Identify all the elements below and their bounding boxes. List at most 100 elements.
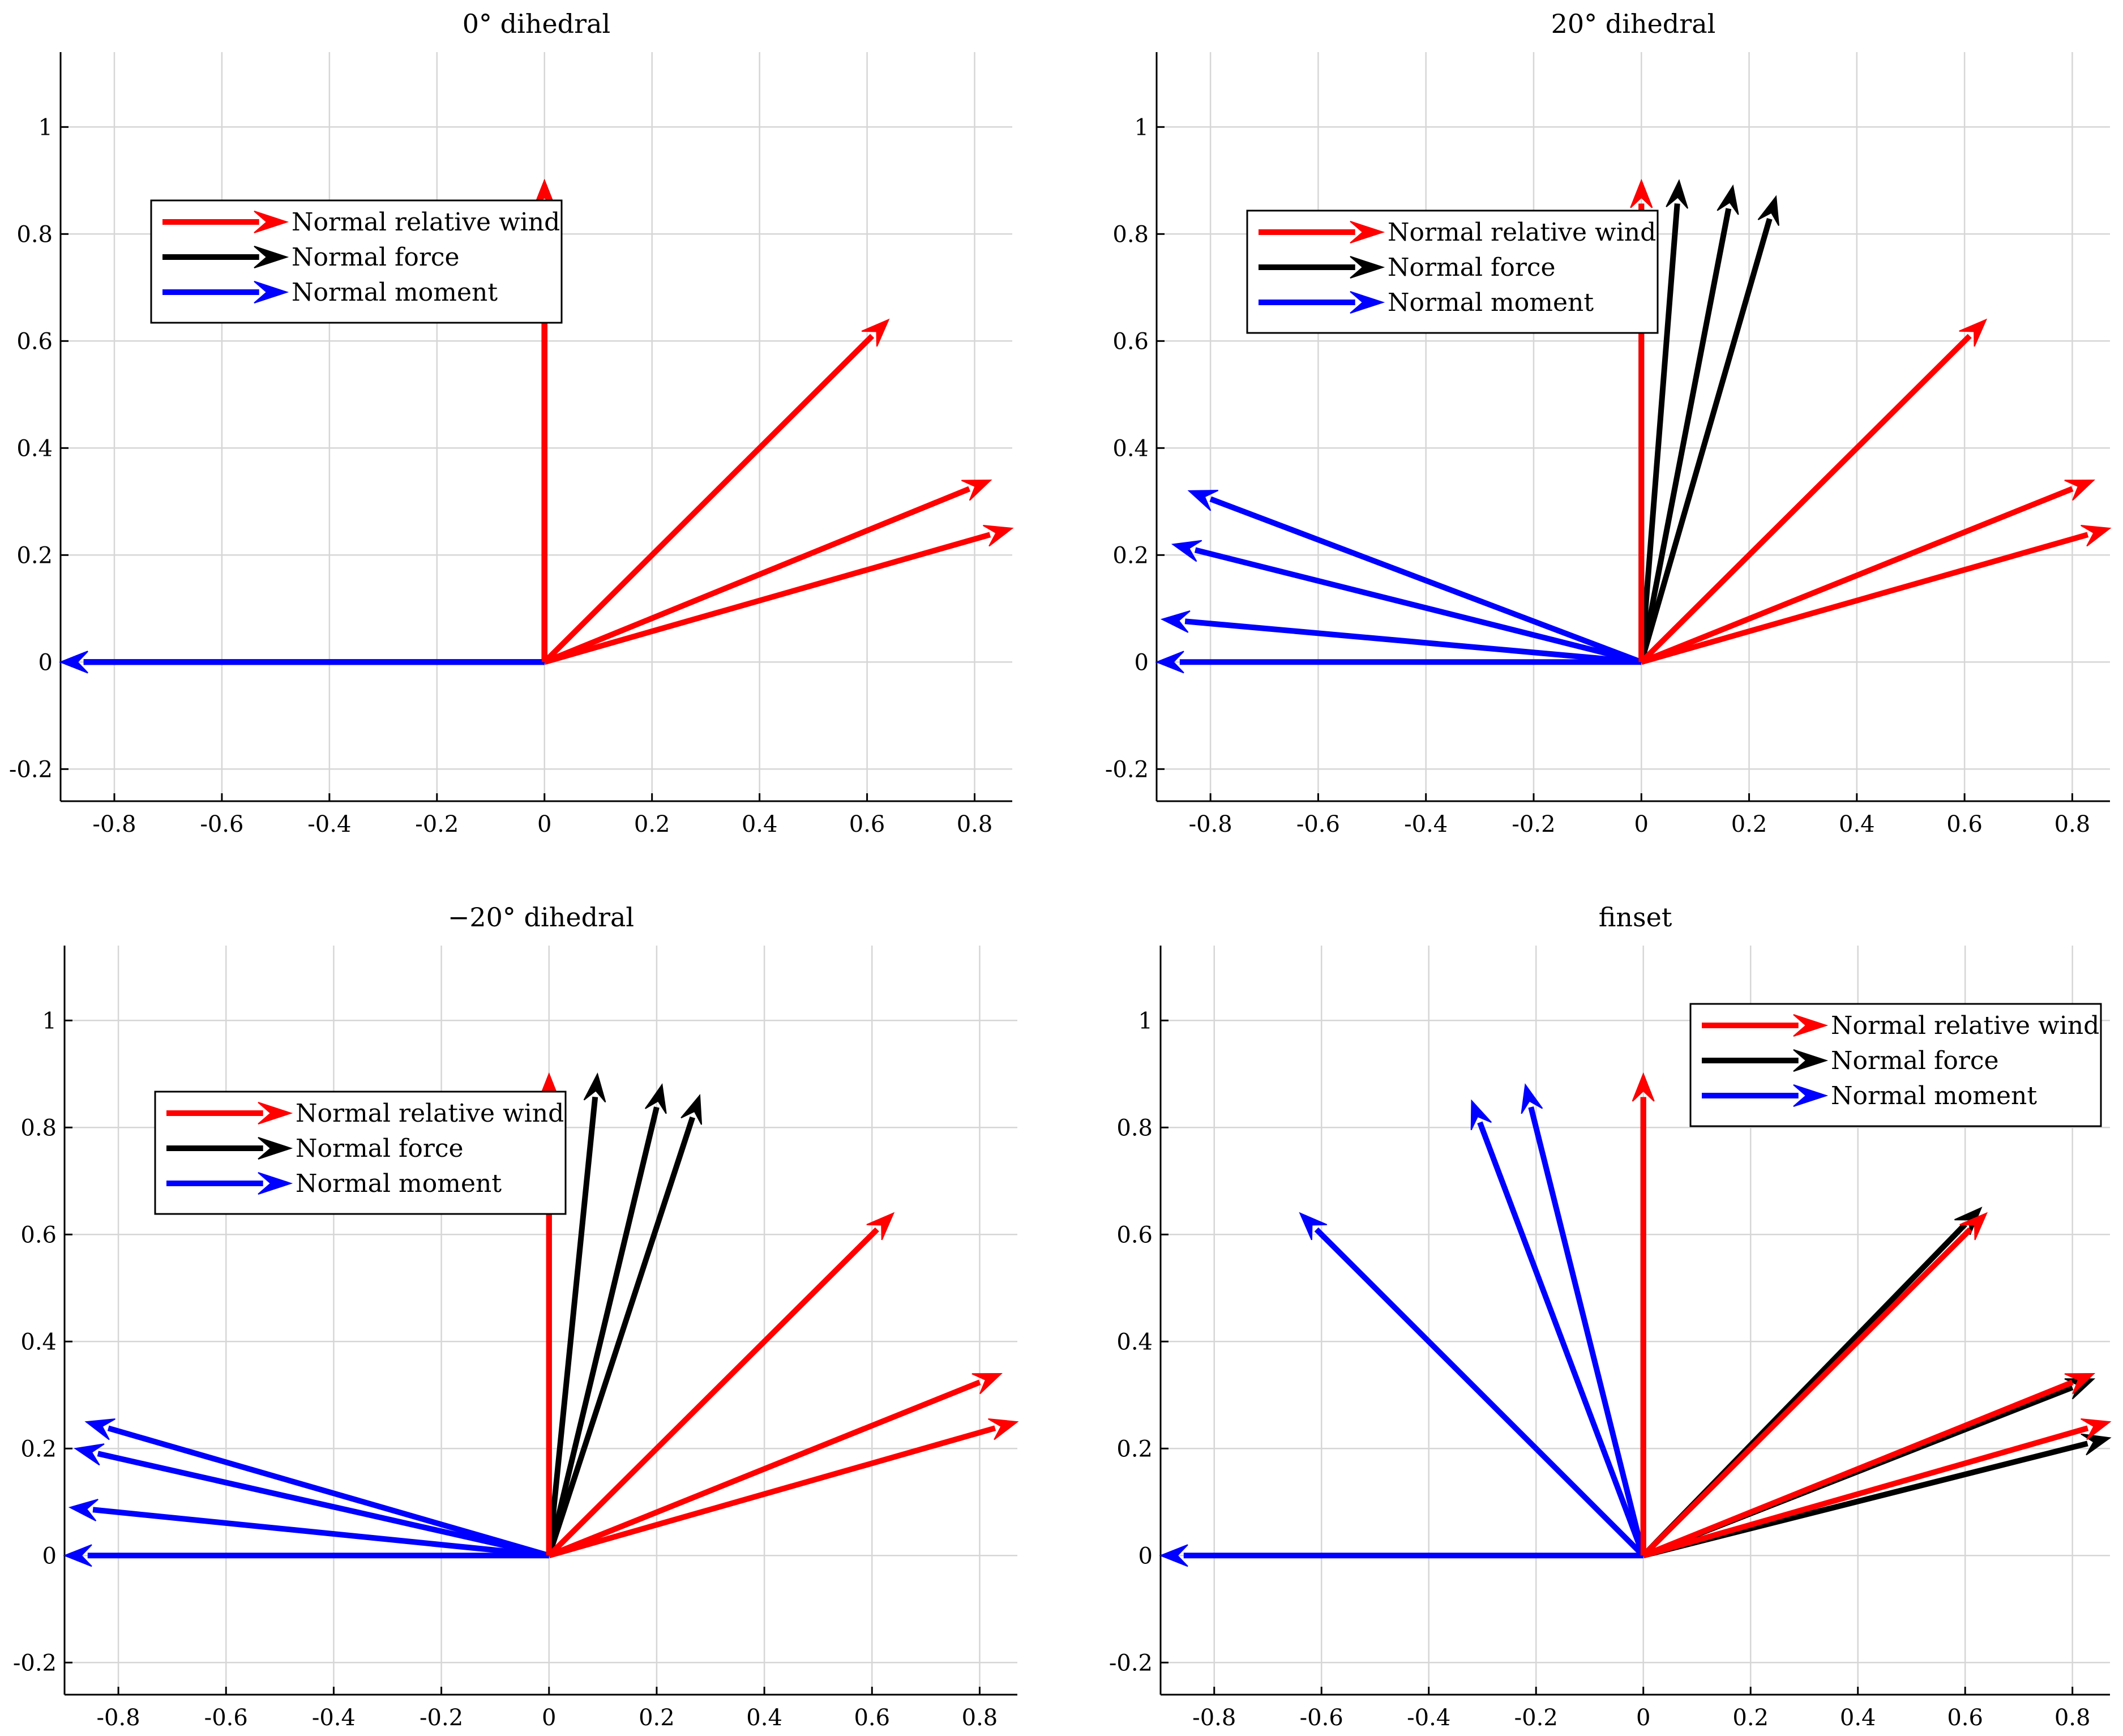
legend-label: Normal relative wind (1388, 218, 1656, 247)
y-tick-label: 0.2 (16, 542, 53, 568)
vector-arrow (1638, 184, 1739, 663)
x-tick-label: -0.8 (97, 1705, 140, 1731)
legend-arrow-icon (162, 211, 289, 233)
vector-arrow (63, 1544, 549, 1567)
legend-arrow-icon (162, 246, 289, 268)
legend-arrow-icon (1702, 1049, 1829, 1072)
legend-label: Normal force (1388, 253, 1556, 282)
vector-arrow (1640, 525, 2112, 665)
y-tick-label: 0 (1135, 649, 1149, 675)
vector-arrow (1299, 1212, 1646, 1558)
series-normal-relative-wind (1632, 1072, 2112, 1559)
x-tick-label: -0.2 (415, 811, 459, 837)
x-tick-label: 0 (542, 1705, 556, 1731)
vector-arrow (1521, 1083, 1646, 1557)
vector-arrow (1639, 318, 1988, 664)
vector-arrow (1632, 1072, 1655, 1556)
series-normal-relative-wind (1630, 179, 2112, 665)
vector-arrow (1160, 610, 1642, 665)
legend-label: Normal relative wind (292, 208, 560, 237)
grid-lines (61, 52, 1012, 801)
vector-arrow (1640, 479, 2096, 665)
legend: Normal relative wind Normal force Normal m… (1689, 1003, 2102, 1127)
y-tick-label: 1 (42, 1008, 57, 1034)
legend-arrow-icon (162, 281, 289, 303)
vector-arrow (1155, 651, 1642, 674)
legend: Normal relative wind Normal force Normal m… (150, 199, 563, 324)
y-tick-label: 0.6 (1112, 328, 1149, 354)
legend-label: Normal moment (1388, 288, 1594, 317)
x-tick-label: -0.2 (420, 1705, 463, 1731)
vector-arrow (547, 1212, 895, 1558)
x-tick-label: 0.6 (854, 1705, 890, 1731)
legend: Normal relative wind Normal force Normal m… (1246, 209, 1659, 334)
chart-panel-1: -0.8 -0.6 -0.4 -0.2 0 0.2 0.4 0.6 0.8 -0.2 0 0.2 0.4… (9, 8, 1014, 837)
legend-label: Normal moment (296, 1169, 502, 1198)
x-tick-label: 0.8 (962, 1705, 998, 1731)
vector-arrow (1159, 1544, 1643, 1567)
x-tick-label: -0.6 (204, 1705, 248, 1731)
x-tick-label: -0.6 (200, 811, 243, 837)
legend-label: Normal relative wind (296, 1099, 564, 1128)
vector-arrow (1171, 540, 1642, 665)
vector-arrow (84, 1418, 550, 1559)
y-tick-label: -0.2 (1105, 756, 1149, 783)
y-tick-label: 0.4 (1116, 1329, 1153, 1355)
vector-arrow (1642, 1372, 2096, 1558)
legend-label: Normal relative wind (1831, 1011, 2099, 1040)
vector-arrow (1641, 1212, 1988, 1558)
legend-arrow-icon (1259, 221, 1385, 243)
vector-arrow (543, 525, 1014, 665)
legend-arrow-icon (1702, 1084, 1829, 1107)
y-tick-label: 0.8 (20, 1115, 57, 1141)
vector-arrow (59, 651, 545, 674)
y-tick-label: 0 (38, 649, 53, 675)
series-normal-relative-wind (537, 1072, 1019, 1559)
series-normal-moment (63, 1418, 550, 1567)
vector-arrow (74, 1443, 550, 1559)
x-tick-label: -0.8 (1192, 1705, 1236, 1731)
chart-title: finset (1599, 902, 1672, 933)
x-tick-label: 0.4 (1840, 1705, 1876, 1731)
y-tick-label: -0.2 (13, 1650, 57, 1676)
y-tick-label: 0.8 (1116, 1115, 1153, 1141)
x-tick-label: -0.6 (1296, 811, 1340, 837)
vector-arrow (546, 1072, 606, 1556)
y-tick-label: 0.6 (20, 1222, 57, 1248)
series-normal-moment (59, 651, 545, 674)
x-tick-label: 0.4 (742, 811, 778, 837)
x-tick-label: 0.8 (2054, 1705, 2091, 1731)
legend-label: Normal force (296, 1134, 464, 1163)
y-tick-label: 0.8 (16, 221, 53, 247)
y-tick-label: -0.2 (1109, 1650, 1153, 1676)
y-tick-label: 0.4 (20, 1329, 57, 1355)
x-tick-label: 0.2 (634, 811, 670, 837)
y-tick-label: 0.2 (20, 1436, 57, 1462)
x-tick-label: -0.6 (1300, 1705, 1343, 1731)
x-tick-label: -0.8 (1189, 811, 1232, 837)
vector-arrow (547, 1372, 1003, 1558)
x-tick-label: -0.4 (312, 1705, 356, 1731)
series-normal-relative-wind (533, 179, 1014, 665)
series-normal-moment (1155, 490, 1643, 674)
y-tick-label: 1 (1138, 1008, 1153, 1034)
x-tick-label: 0.4 (1839, 811, 1875, 837)
grid-lines (65, 946, 1017, 1695)
x-tick-label: 0.4 (746, 1705, 782, 1731)
y-tick-label: 0 (1138, 1543, 1153, 1569)
vector-arrow (1638, 179, 1689, 662)
vector-arrow (542, 318, 890, 664)
legend-label: Normal force (292, 243, 460, 272)
chart-title: 0° dihedral (463, 8, 610, 39)
x-tick-label: -0.4 (1407, 1705, 1450, 1731)
y-tick-label: 1 (38, 114, 53, 140)
y-tick-label: 0 (42, 1543, 57, 1569)
x-tick-label: 0 (1636, 1705, 1650, 1731)
y-tick-label: 0.6 (1116, 1222, 1153, 1248)
chart-title: −20° dihedral (448, 902, 634, 933)
vector-arrow (1638, 195, 1779, 663)
chart-panel-2: -0.8 -0.6 -0.4 -0.2 0 0.2 0.4 0.6 0.8 -0.2 0 0.2 0.4… (1105, 8, 2112, 837)
vector-arrow (546, 1094, 703, 1557)
x-tick-label: -0.2 (1514, 1705, 1558, 1731)
